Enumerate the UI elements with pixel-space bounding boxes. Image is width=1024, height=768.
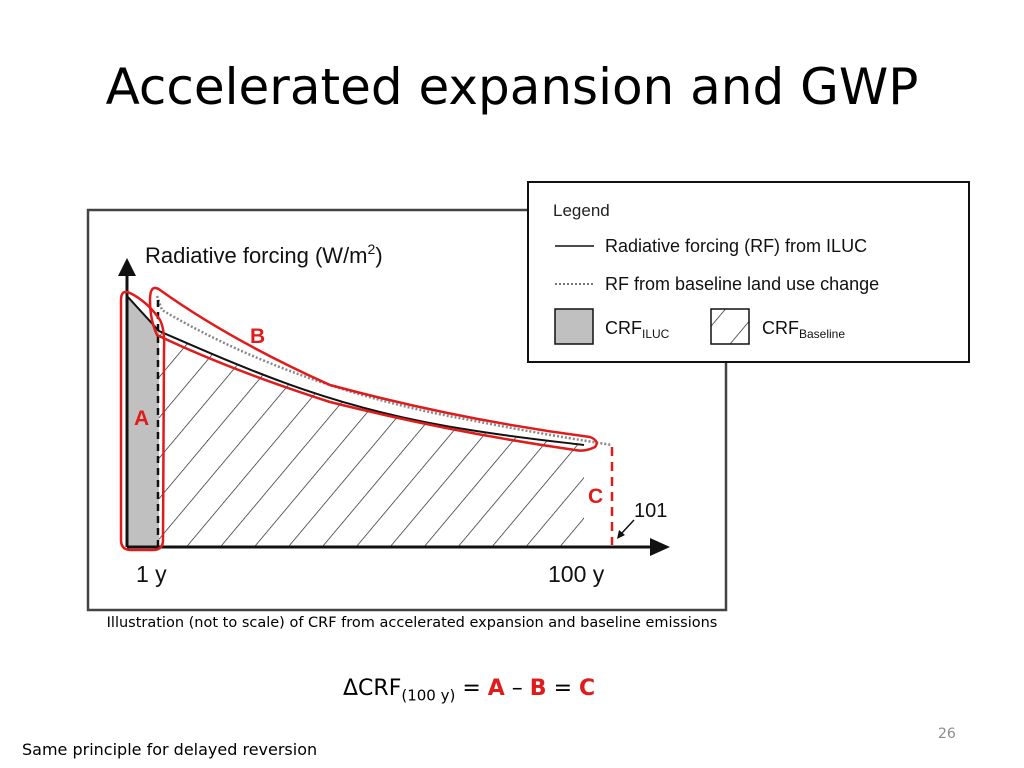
label-c: C xyxy=(588,485,603,508)
legend-item-crf-baseline: CRFBaseline xyxy=(762,318,845,341)
formula-c: C xyxy=(579,676,596,701)
footer-note: Same principle for delayed reversion xyxy=(22,740,318,759)
formula-delta: ΔCRF xyxy=(343,676,402,701)
formula-a: A xyxy=(487,676,505,701)
rf-baseline-curve xyxy=(155,295,613,447)
legend-swatch-crf-baseline xyxy=(710,308,750,345)
crf-baseline-area xyxy=(159,331,584,546)
crf-iluc-area xyxy=(127,296,159,546)
legend-item-rf-iluc: Radiative forcing (RF) from ILUC xyxy=(605,236,867,256)
x-axis-arrow xyxy=(650,538,670,556)
label-101: 101 xyxy=(634,500,667,522)
label-b: B xyxy=(250,325,265,348)
y-axis-label: Radiative forcing (W/m2) xyxy=(145,241,383,268)
x-tick-start: 1 y xyxy=(136,561,167,587)
x-tick-end: 100 y xyxy=(548,561,605,587)
legend-item-crf-iluc: CRFILUC xyxy=(605,318,670,341)
legend: Legend Radiative forcing (RF) from ILUC … xyxy=(527,181,970,363)
slide-title: Accelerated expansion and GWP xyxy=(105,58,919,116)
formula-b: B xyxy=(529,676,547,701)
page-number: 26 xyxy=(938,726,956,742)
pointer-101-arrow xyxy=(620,519,635,535)
region-b-outline xyxy=(148,286,598,452)
label-a: A xyxy=(134,407,149,430)
figure-caption: Illustration (not to scale) of CRF from … xyxy=(106,615,718,631)
pointer-101-arrowhead xyxy=(617,530,625,539)
formula-subscript: (100 y) xyxy=(401,686,456,705)
legend-item-rf-baseline: RF from baseline land use change xyxy=(605,274,879,294)
legend-title: Legend xyxy=(553,201,610,220)
delta-crf-formula: ΔCRF(100 y) = A – B = C xyxy=(343,676,595,704)
formula-eq2: = xyxy=(546,676,579,701)
y-axis-arrow xyxy=(118,258,136,276)
rf-iluc-curve xyxy=(126,295,585,446)
formula-eq1: = xyxy=(455,676,488,701)
legend-swatch-crf-iluc xyxy=(554,308,594,345)
formula-minus: – xyxy=(504,676,530,701)
